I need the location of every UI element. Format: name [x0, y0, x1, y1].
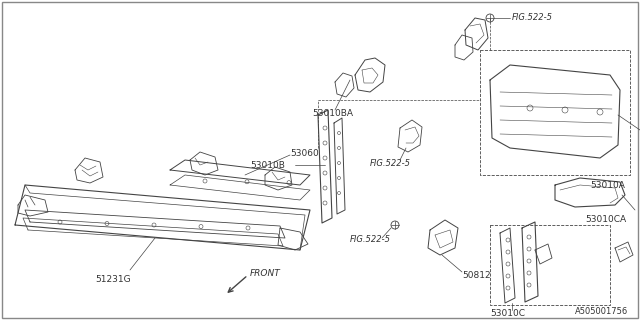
Text: FIG.522-5: FIG.522-5 — [512, 12, 553, 21]
Text: 53010CA: 53010CA — [585, 215, 626, 225]
Text: 53010A: 53010A — [590, 180, 625, 189]
Text: 50812: 50812 — [462, 270, 491, 279]
Text: 53010C: 53010C — [490, 309, 525, 318]
Text: 53060: 53060 — [290, 148, 319, 157]
Text: FRONT: FRONT — [250, 268, 281, 277]
Text: FIG.522-5: FIG.522-5 — [370, 158, 411, 167]
Text: FIG.522-5: FIG.522-5 — [350, 236, 391, 244]
Text: 53010BA: 53010BA — [312, 108, 353, 117]
Text: A505001756: A505001756 — [575, 308, 628, 316]
Text: 53010B: 53010B — [250, 161, 285, 170]
Text: 51231G: 51231G — [95, 276, 131, 284]
